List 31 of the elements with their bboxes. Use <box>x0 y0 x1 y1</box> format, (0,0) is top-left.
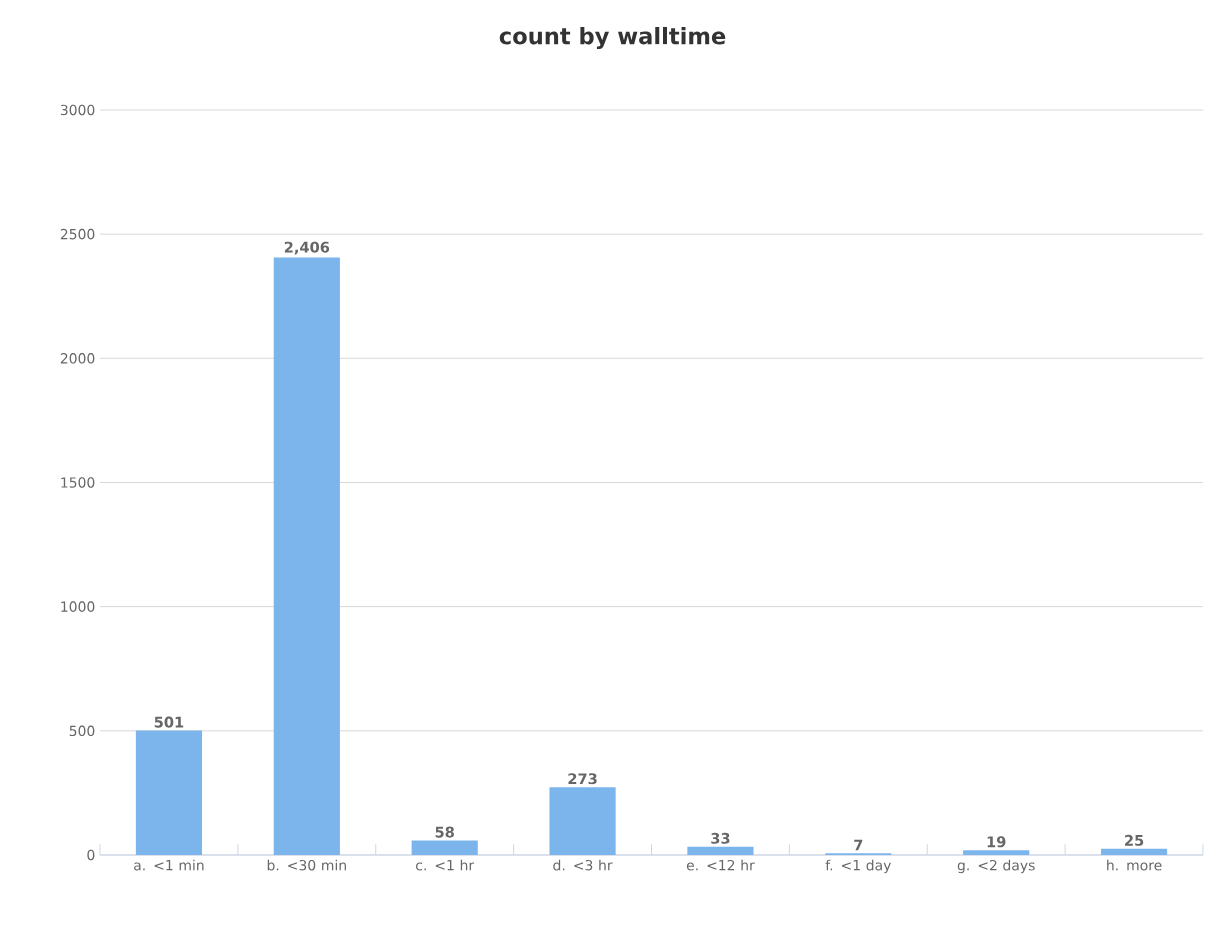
x-tick-label: c. <1 hr <box>416 859 475 871</box>
y-tick-label: 3000 <box>60 104 95 116</box>
y-tick-label: 0 <box>87 849 95 861</box>
x-tick-label: e. <12 hr <box>686 859 755 871</box>
y-tick-label: 2500 <box>60 228 95 240</box>
chart-title: count by walltime <box>499 26 726 49</box>
x-tick-label: d. <3 hr <box>553 859 613 871</box>
data-label: 19 <box>987 836 1006 848</box>
bar <box>411 840 478 855</box>
data-label: 58 <box>435 826 454 838</box>
bar <box>687 846 754 855</box>
data-label: 33 <box>711 832 730 844</box>
x-tick-label: b. <30 min <box>267 859 346 871</box>
data-label: 25 <box>1125 834 1144 846</box>
bar <box>549 787 616 855</box>
x-tick-label: a. <1 min <box>134 859 204 871</box>
x-tick-label: f. <1 day <box>825 859 891 874</box>
x-tick-label: g. <2 days <box>957 859 1035 874</box>
bar <box>1100 848 1168 855</box>
data-label: 7 <box>854 839 863 851</box>
y-tick-label: 1000 <box>61 601 95 612</box>
data-label: 501 <box>154 716 184 728</box>
y-tick-label: 2000 <box>60 353 95 364</box>
bar <box>273 257 340 855</box>
y-tick-label: 500 <box>69 725 95 737</box>
y-tick-label: 1500 <box>61 477 95 488</box>
bar <box>135 730 203 855</box>
data-label: 2,406 <box>284 241 330 255</box>
data-label: 273 <box>568 773 597 785</box>
x-tick-label: h. more <box>1107 859 1162 871</box>
bar <box>963 850 1030 855</box>
